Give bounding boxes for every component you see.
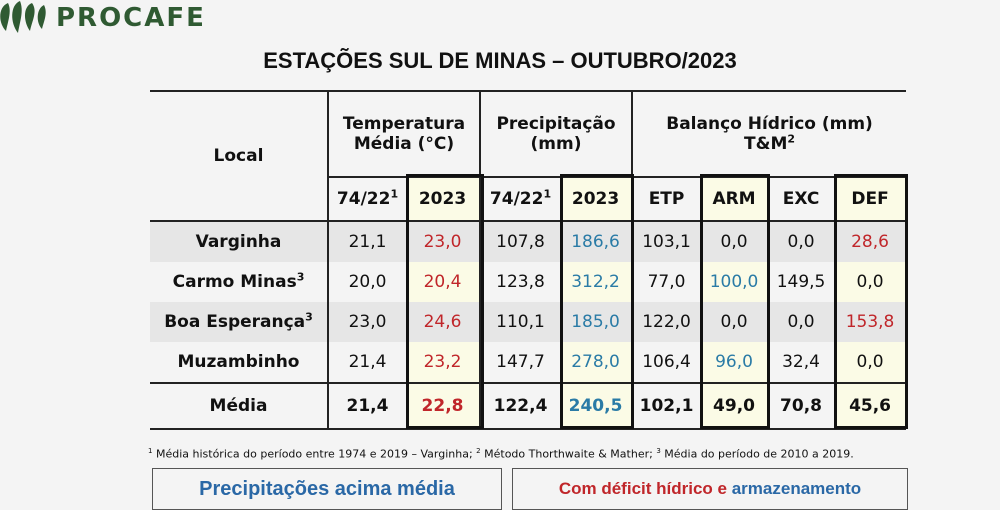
column-group-water-balance: Balanço Hídrico (mm) T&M2	[631, 90, 907, 177]
cell-arm: 0,0	[700, 302, 769, 342]
station-name-text: Carmo Minas	[172, 272, 297, 292]
cell-prec-hist: 110,1	[479, 302, 561, 342]
cell-temp-hist: 23,0	[327, 302, 406, 342]
cell-temp-hist: 21,1	[327, 220, 406, 262]
subheader-etp: ETP	[631, 176, 701, 221]
subheader-def: DEF	[834, 176, 907, 221]
water-balance-label-line1: Balanço Hídrico (mm)	[666, 114, 873, 134]
subheader-exc: EXC	[768, 176, 835, 221]
cell-temp-2023: 20,4	[406, 262, 481, 302]
water-balance-footnote-ref: 2	[787, 132, 796, 146]
cell-def: 153,8	[834, 302, 907, 342]
footnote-ref: 3	[296, 270, 305, 284]
footnote-text-2: Método Thorthwaite & Mather;	[480, 447, 657, 461]
cell-arm: 100,0	[700, 262, 769, 302]
table-row: Boa Esperança3 23,0 24,6 110,1 185,0 122…	[150, 302, 907, 342]
brand-logo: PROCAFE	[0, 0, 206, 36]
table-row: Carmo Minas3 20,0 20,4 123,8 312,2 77,0 …	[150, 262, 907, 302]
callout-deficit-text: Com déficit hídrico	[558, 479, 713, 498]
mean-prec-hist: 122,4	[479, 382, 561, 430]
coffee-leaves-icon	[0, 1, 46, 33]
cell-def: 0,0	[834, 262, 907, 302]
footnote-marker-3: 3	[656, 447, 661, 455]
station-name: Varginha	[150, 220, 328, 262]
station-name: Carmo Minas3	[150, 262, 328, 302]
footnote-ref-1: 1	[390, 187, 399, 201]
table-row: Varginha 21,1 23,0 107,8 186,6 103,1 0,0…	[150, 220, 907, 262]
cell-prec-hist: 147,7	[479, 342, 561, 383]
subheader-arm: ARM	[700, 176, 769, 221]
cell-temp-2023: 23,2	[406, 342, 481, 383]
callout-storage-text: armazenamento	[731, 479, 862, 498]
cell-temp-hist: 21,4	[327, 342, 406, 383]
station-name-text: Varginha	[195, 232, 282, 252]
precipitation-label-line1: Precipitação	[496, 114, 616, 134]
cell-temp-hist: 20,0	[327, 262, 406, 302]
cell-prec-2023: 186,6	[560, 220, 633, 262]
cell-def: 28,6	[834, 220, 907, 262]
mean-def: 45,6	[834, 382, 907, 430]
brand-name: PROCAFE	[56, 3, 206, 33]
page-title: ESTAÇÕES SUL DE MINAS – OUTUBRO/2023	[263, 48, 737, 73]
subheader-prec-hist-text: 74/22	[489, 189, 544, 209]
subheader-temp-hist-text: 74/22	[336, 189, 391, 209]
subheader-temp-hist: 74/221	[327, 176, 406, 221]
footnote-text-3: Média do período de 2010 a 2019.	[660, 447, 854, 461]
temperature-label-line1: Temperatura	[342, 114, 466, 134]
water-balance-label-line2: T&M	[744, 134, 788, 154]
cell-etp: 77,0	[631, 262, 701, 302]
column-group-temperature: Temperatura Média (°C)	[326, 90, 481, 177]
cell-exc: 32,4	[782, 352, 820, 372]
cell-arm: 96,0	[700, 342, 769, 383]
station-name-text: Muzambinho	[177, 352, 300, 372]
column-header-local: Local	[150, 90, 328, 221]
cell-prec-2023: 278,0	[560, 342, 633, 383]
station-name: Muzambinho	[150, 342, 328, 383]
temperature-label-line2: Média (°C)	[353, 134, 455, 154]
mean-row: Média 21,4 22,8 122,4 240,5 102,1 49,0 7…	[150, 382, 907, 430]
mean-prec-2023: 240,5	[560, 382, 633, 430]
mean-temp-2023: 22,8	[406, 382, 481, 430]
callout-precipitation: Precipitações acima média	[152, 468, 502, 510]
cell-temp-2023: 23,0	[406, 220, 481, 262]
callout-connector: e	[712, 479, 732, 498]
footnote-text-1: Média histórica do período entre 1974 e …	[152, 447, 477, 461]
cell-etp: 103,1	[631, 220, 701, 262]
station-name: Boa Esperança3	[150, 302, 328, 342]
cell-prec-2023: 312,2	[560, 262, 633, 302]
mean-exc: 70,8	[768, 382, 835, 430]
mean-temp-hist: 21,4	[327, 382, 406, 430]
cell-exc: 149,5	[776, 272, 826, 292]
mean-label: Média	[150, 382, 328, 430]
cell-exc: 0,0	[768, 220, 835, 262]
cell-prec-2023: 185,0	[560, 302, 633, 342]
cell-prec-hist: 123,8	[479, 262, 561, 302]
cell-prec-hist: 107,8	[479, 220, 561, 262]
weather-stations-table: Local Temperatura Média (°C) Precipitaçã…	[150, 90, 907, 430]
footnote-ref-1: 1	[543, 187, 552, 201]
footnote-marker-1: 1	[148, 447, 153, 455]
mean-arm: 49,0	[700, 382, 769, 430]
cell-etp: 122,0	[631, 302, 701, 342]
footnote-ref: 3	[305, 310, 313, 324]
subheader-temp-2023: 2023	[406, 176, 481, 221]
cell-exc: 0,0	[768, 302, 835, 342]
footnote: 1 Média histórica do período entre 1974 …	[148, 447, 854, 461]
cell-arm: 0,0	[700, 220, 769, 262]
callout-deficit: Com déficit hídrico e armazenamento	[512, 468, 908, 510]
header-bar: PROCAFE	[0, 0, 1000, 36]
station-name-text: Boa Esperança	[164, 312, 306, 332]
mean-etp: 102,1	[631, 382, 701, 430]
cell-etp: 106,4	[631, 342, 701, 383]
subheader-prec-hist: 74/221	[479, 176, 561, 221]
cell-def: 0,0	[834, 342, 907, 383]
subheader-prec-2023: 2023	[560, 176, 633, 221]
cell-temp-2023: 24,6	[406, 302, 481, 342]
precipitation-label-line2: (mm)	[530, 134, 582, 154]
footnote-marker-2: 2	[476, 447, 481, 455]
column-group-precipitation: Precipitação (mm)	[479, 90, 633, 177]
table-row: Muzambinho 21,4 23,2 147,7 278,0 106,4 9…	[150, 342, 907, 383]
